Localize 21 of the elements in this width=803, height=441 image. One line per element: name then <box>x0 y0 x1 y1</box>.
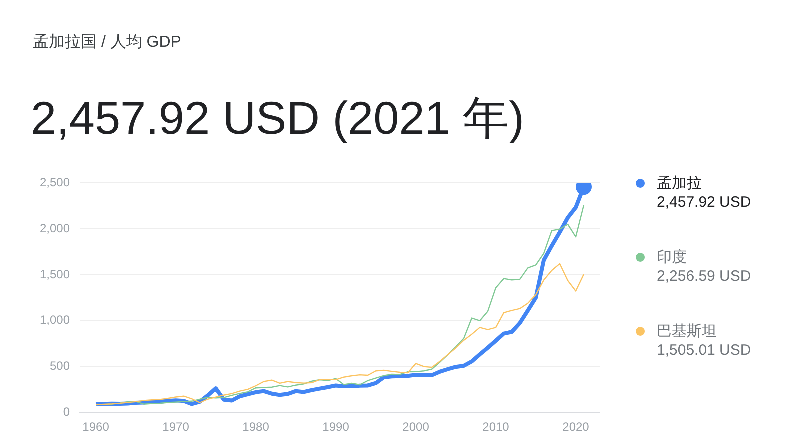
y-tick-label: 0 <box>63 404 70 419</box>
x-tick-label: 1990 <box>322 420 350 434</box>
x-tick-label: 1960 <box>82 420 110 434</box>
x-tick-label: 2000 <box>402 420 430 434</box>
text: 1,505.01 USD <box>657 341 752 360</box>
y-tick-label: 500 <box>50 359 70 374</box>
y-tick-label: 1,000 <box>40 313 70 328</box>
legend-label: 孟加拉 <box>657 174 703 193</box>
x-tick-label: 2020 <box>562 420 590 434</box>
chart-subtitle: 2,457.92 USD (2021 年) <box>31 91 524 146</box>
text: 2,256.59 USD <box>657 267 752 286</box>
legend-label: 巴基斯坦 <box>657 322 718 341</box>
x-tick-label: 1980 <box>242 420 270 434</box>
legend-label: 印度 <box>657 248 688 267</box>
x-tick-label: 1970 <box>162 420 190 434</box>
y-tick-label: 2,000 <box>40 221 70 236</box>
y-tick-label: 2,500 <box>40 176 70 190</box>
chart-title: 孟加拉国 / 人均 GDP <box>33 32 182 53</box>
y-tick-label: 1,500 <box>40 267 70 282</box>
text: 2,457.92 USD <box>657 193 752 212</box>
x-tick-label: 2010 <box>482 420 510 434</box>
